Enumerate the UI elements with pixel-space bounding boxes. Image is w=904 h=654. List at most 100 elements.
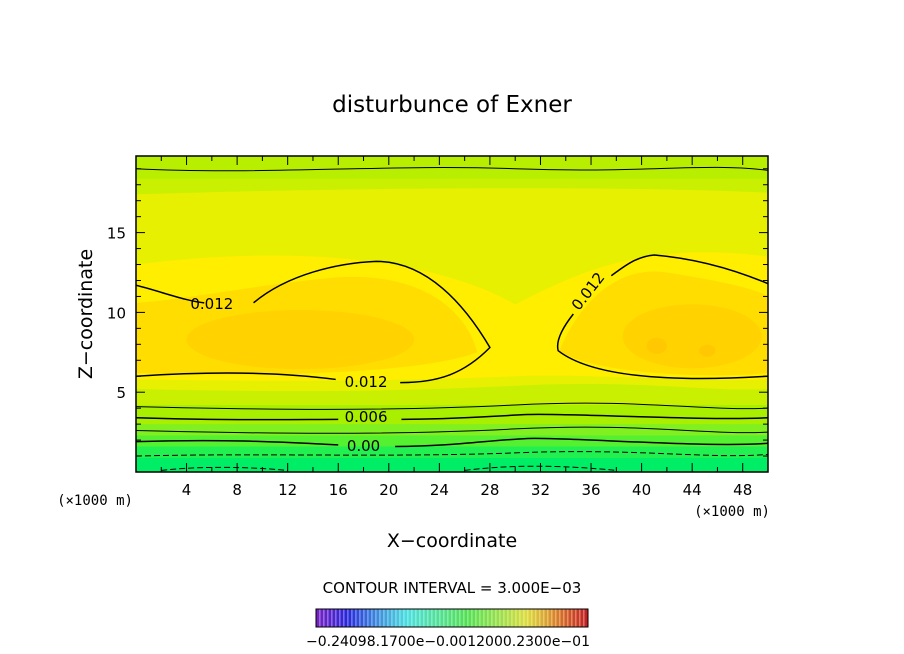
colorbar-swatch xyxy=(471,608,477,628)
colorbar-swatch xyxy=(387,608,393,628)
field-band-2 xyxy=(136,435,768,447)
colorbar-swatch xyxy=(399,608,405,628)
colorbar-swatch xyxy=(391,608,397,628)
field-band-6 xyxy=(136,156,768,179)
colorbar-swatch xyxy=(575,608,581,628)
colorbar-swatch xyxy=(459,608,465,628)
colorbar-swatch xyxy=(351,608,357,628)
colorbar-swatch xyxy=(431,608,437,628)
x-axis-unit-right: (×1000 m) xyxy=(694,504,770,520)
colorbar-swatch xyxy=(535,608,541,628)
colorbar-swatch xyxy=(563,608,569,628)
colorbar-swatch xyxy=(427,608,433,628)
colorbar-swatch xyxy=(555,608,561,628)
x-tick-label: 36 xyxy=(581,481,600,499)
colorbar-swatch xyxy=(331,608,337,628)
colorbar-swatch xyxy=(363,608,369,628)
x-tick-label: 20 xyxy=(379,481,398,499)
colorbar-swatch xyxy=(583,608,589,628)
colorbar-swatch xyxy=(395,608,401,628)
y-tick-label: 5 xyxy=(116,384,126,402)
contour-neg-0003 xyxy=(136,451,768,457)
colorbar-swatch xyxy=(487,608,493,628)
colorbar-swatch xyxy=(523,608,529,628)
colorbar xyxy=(315,608,589,628)
colorbar-swatch xyxy=(415,608,421,628)
x-tick-label: 48 xyxy=(733,481,752,499)
colorbar-swatch xyxy=(323,608,329,628)
colorbar-swatch xyxy=(451,608,457,628)
colorbar-swatch xyxy=(335,608,341,628)
colorbar-swatch xyxy=(367,608,373,628)
contour-label-4: 0.00 xyxy=(347,437,380,455)
heatmap-field xyxy=(136,156,768,472)
colorbar-swatch xyxy=(559,608,565,628)
colorbar-swatch xyxy=(483,608,489,628)
colorbar-swatch xyxy=(355,608,361,628)
colorbar-swatch xyxy=(479,608,485,628)
colorbar-swatch xyxy=(423,608,429,628)
colorbar-swatch xyxy=(435,608,441,628)
colorbar-swatch xyxy=(455,608,461,628)
y-axis-label: Z−coordinate xyxy=(75,249,97,379)
x-tick-label: 40 xyxy=(632,481,651,499)
x-tick-label: 16 xyxy=(329,481,348,499)
contour-interval-text: CONTOUR INTERVAL = 3.000E−03 xyxy=(323,579,582,597)
colorbar-swatch xyxy=(579,608,585,628)
contour-label-2: 0.012 xyxy=(345,373,388,391)
colorbar-swatch xyxy=(343,608,349,628)
x-tick-label: 12 xyxy=(278,481,297,499)
contour-label-3: 0.006 xyxy=(345,408,388,426)
colorbar-swatch xyxy=(567,608,573,628)
colorbar-swatch xyxy=(371,608,377,628)
contour-line-0009 xyxy=(136,402,768,410)
colorbar-swatch xyxy=(511,608,517,628)
colorbar-swatch xyxy=(491,608,497,628)
x-tick-label: 32 xyxy=(531,481,550,499)
colorbar-swatch xyxy=(495,608,501,628)
field-peak-b xyxy=(699,344,716,357)
colorbar-swatch xyxy=(519,608,525,628)
colorbar-swatch xyxy=(359,608,365,628)
field-max-left xyxy=(186,310,415,370)
contour-0006 xyxy=(136,413,768,421)
colorbar-swatch xyxy=(503,608,509,628)
field-max-right xyxy=(622,304,762,369)
colorbar-swatch xyxy=(515,608,521,628)
colorbar-tick-labels: −0.24098.1700e−0.0012000.2300e−01 xyxy=(306,634,590,650)
colorbar-swatch xyxy=(547,608,553,628)
colorbar-swatch xyxy=(327,608,333,628)
colorbar-swatch xyxy=(527,608,533,628)
x-tick-label: 24 xyxy=(430,481,449,499)
x-tick-label: 28 xyxy=(480,481,499,499)
colorbar-swatch xyxy=(571,608,577,628)
contour-label-0: 0.012 xyxy=(190,295,233,313)
x-tick-label: 4 xyxy=(182,481,192,499)
y-tick-label: 15 xyxy=(107,225,126,243)
colorbar-swatch xyxy=(419,608,425,628)
field-band-1 xyxy=(136,446,768,458)
colorbar-swatch xyxy=(379,608,385,628)
colorbar-swatch xyxy=(407,608,413,628)
colorbar-swatch xyxy=(447,608,453,628)
colorbar-swatch xyxy=(475,608,481,628)
colorbar-frame xyxy=(315,608,589,628)
contour-0012-left-tail xyxy=(136,372,336,381)
x-tick-label: 44 xyxy=(683,481,702,499)
colorbar-swatch xyxy=(531,608,537,628)
colorbar-swatch xyxy=(551,608,557,628)
contour-0012-right xyxy=(556,254,768,380)
colorbar-swatch xyxy=(403,608,409,628)
x-axis-label: X−coordinate xyxy=(387,530,517,552)
colorbar-swatch xyxy=(339,608,345,628)
colorbar-swatch xyxy=(507,608,513,628)
field-peak-a xyxy=(646,337,667,354)
contour-lines xyxy=(136,166,768,471)
colorbar-swatch xyxy=(467,608,473,628)
x-axis-ticks: 4 8 12 16 20 24 28 32 36 40 44 48 xyxy=(160,156,769,499)
colorbar-swatch xyxy=(315,608,321,628)
colorbar-swatch xyxy=(375,608,381,628)
x-tick-label: 8 xyxy=(232,481,242,499)
chart-title: disturbunce of Exner xyxy=(332,92,572,118)
contour-0000 xyxy=(136,437,768,448)
